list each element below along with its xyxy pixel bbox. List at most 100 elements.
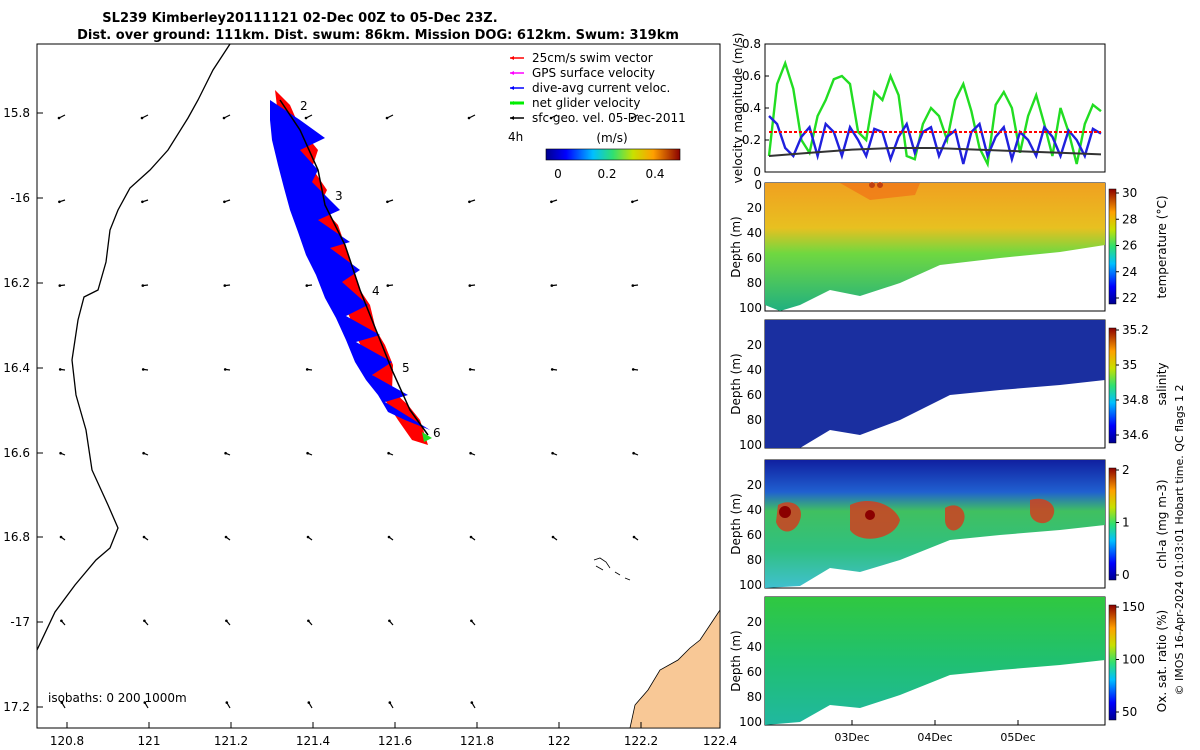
- cbar-tick-label: 35: [1122, 358, 1137, 372]
- velocity-tick-label: 0: [753, 165, 761, 179]
- surface-vector-head: [223, 200, 226, 204]
- surface-vector-head: [385, 116, 389, 120]
- colorbar-tick: 0: [554, 167, 562, 181]
- map-y-tick-label: -17: [10, 615, 30, 629]
- depth-tick-label: 100: [739, 438, 762, 452]
- velocity-tick-label: 0.4: [742, 101, 761, 115]
- depth-axis-label: Depth (m): [729, 630, 743, 691]
- colorbar-unit: (m/s): [596, 131, 627, 145]
- cbar-tick-label: 22: [1122, 291, 1137, 305]
- waypoint-label: 6: [433, 426, 441, 440]
- cbar-tick-label: 28: [1122, 212, 1137, 226]
- temperature-field: [765, 183, 1105, 311]
- velocity-tick-label: 0.2: [742, 133, 761, 147]
- surface-vector-head: [468, 368, 472, 371]
- title-line-2: Dist. over ground: 111km. Dist. swum: 86…: [77, 28, 679, 43]
- legend-arrowhead: [510, 86, 514, 90]
- speed-colorbar: [545, 148, 681, 161]
- depth-tick-label: 100: [739, 301, 762, 315]
- depth-tick-label: 20: [747, 478, 762, 492]
- map-x-tick-label: 122.2: [624, 734, 658, 748]
- depth-tick-label: 20: [747, 338, 762, 352]
- track-blue-band: [270, 100, 430, 430]
- surface-vector-head: [631, 368, 635, 371]
- cbar-tick-label: 100: [1122, 653, 1145, 667]
- surface-vector-head: [307, 619, 310, 623]
- surface-vector-head: [550, 200, 553, 204]
- depth-tick-label: 60: [747, 665, 762, 679]
- surface-vector-head: [468, 284, 472, 287]
- surface-vector-head: [225, 701, 229, 704]
- title-line-1: SL239 Kimberley20111121 02-Dec 00Z to 05…: [102, 11, 497, 26]
- land-area: [629, 608, 721, 729]
- surface-vector-head: [305, 368, 309, 371]
- surface-vector-head: [306, 451, 309, 455]
- track-end-green: [422, 432, 432, 442]
- surface-vector-head: [307, 701, 311, 704]
- temperature-warm-patches: [840, 183, 920, 200]
- surface-vector-head: [142, 451, 145, 455]
- map-y-tick-label: 16.4: [3, 361, 30, 375]
- date-tick-label: 04Dec: [917, 731, 952, 744]
- depth-tick-label: 20: [747, 615, 762, 629]
- surface-vector-head: [550, 368, 554, 371]
- surface-vector-head: [469, 535, 473, 539]
- oxygen-field: [765, 597, 1105, 725]
- surface-vector-head: [222, 116, 226, 120]
- map-x-tick-label: 121: [138, 734, 161, 748]
- surface-vector-head: [143, 619, 146, 623]
- map-y-tick-label: 17.2: [3, 700, 30, 714]
- surface-vector-head: [58, 368, 62, 371]
- surface-vector-head: [140, 116, 144, 120]
- cbar-tick-label: 35.2: [1122, 323, 1149, 337]
- surface-vector-head: [223, 368, 227, 371]
- velocity-ylabel: velocity magnitude (m/s): [731, 33, 745, 184]
- waypoint-label: 2: [300, 99, 308, 113]
- legend-label: net glider velocity: [532, 96, 640, 110]
- cbar-tick-label: 50: [1122, 705, 1137, 719]
- legend-arrowhead: [510, 71, 514, 75]
- surface-vector-head: [305, 284, 309, 287]
- surface-vector-head: [470, 619, 473, 623]
- cbar-tick-label: 24: [1122, 265, 1137, 279]
- surface-vector-head: [549, 116, 553, 120]
- isobaths-label: isobaths: 0 200 1000m: [48, 691, 187, 705]
- legend-label: dive-avg current veloc.: [532, 81, 670, 95]
- depth-tick-label: 40: [747, 640, 762, 654]
- depth-tick-label: 100: [739, 578, 762, 592]
- surface-vector-head: [60, 619, 63, 623]
- surface-vector-head: [468, 200, 471, 204]
- depth-tick-label: 60: [747, 528, 762, 542]
- legend-label: 25cm/s swim vector: [532, 51, 653, 65]
- legend-arrowhead: [510, 101, 514, 105]
- salinity-panel: [764, 319, 1117, 449]
- velocity-chart: 0 0.2 0.4 0.6 0.8 velocity magnitude (m/s): [731, 33, 1106, 184]
- cbar-label: temperature (°C): [1155, 196, 1169, 299]
- surface-vector-head: [59, 535, 63, 539]
- oxygen-cbar: [1108, 604, 1117, 721]
- surface-vector-head: [225, 619, 228, 623]
- temperature-cbar: [1108, 188, 1117, 305]
- surface-vector-head: [224, 535, 228, 539]
- surface-vector-head: [388, 619, 391, 623]
- chlorophyll-peaks: [779, 506, 875, 520]
- depth-tick-label: 40: [747, 503, 762, 517]
- oxygen-panel: [764, 596, 1117, 726]
- velocity-series-line: [768, 147, 1102, 157]
- cbar-tick-label: 0: [1122, 568, 1130, 582]
- depth-tick-label: 20: [747, 201, 762, 215]
- cbar-tick-label: 34.8: [1122, 393, 1149, 407]
- velocity-series: [767, 59, 1102, 168]
- map-y-tick-label: 16.2: [3, 276, 30, 290]
- surface-vector-head: [60, 701, 64, 704]
- track-centre-line: [279, 99, 429, 436]
- surface-vector-head: [388, 701, 392, 704]
- waypoint-label: 3: [335, 189, 343, 203]
- depth-tick-label: 0: [754, 178, 762, 192]
- cbar-label: chl-a (mg m-3): [1155, 479, 1169, 568]
- depth-tick-label: 80: [747, 690, 762, 704]
- velocity-series-line: [768, 115, 1102, 165]
